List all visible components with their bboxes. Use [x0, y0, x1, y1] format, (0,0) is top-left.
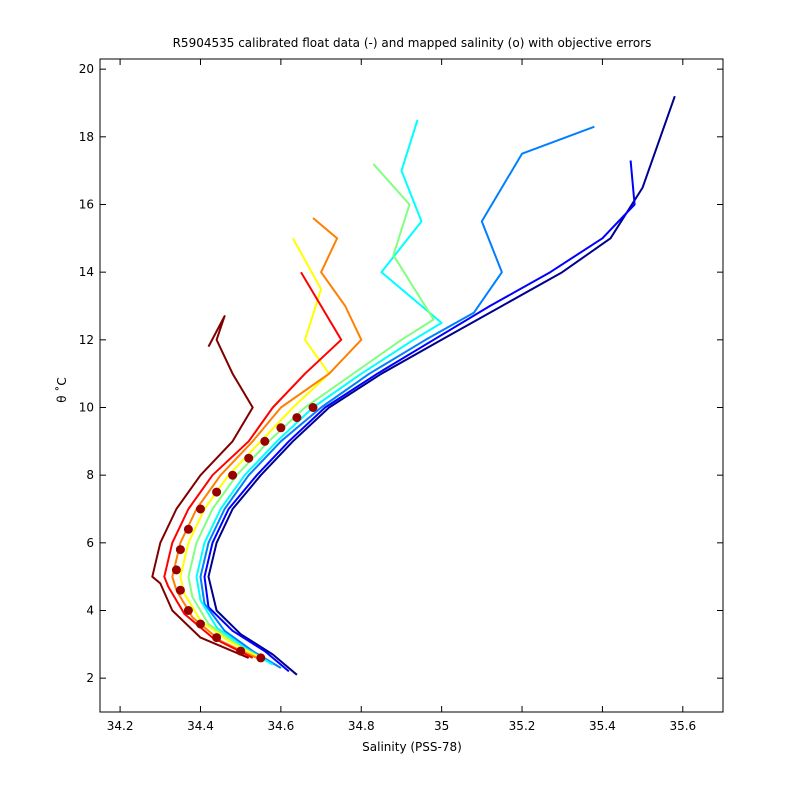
- x-tick-label: 35.6: [669, 719, 696, 733]
- series-line-9: [151, 315, 254, 659]
- y-tick-label: 8: [86, 468, 94, 482]
- mapped-points-layer: [171, 403, 318, 663]
- series-line-8: [163, 271, 343, 659]
- series-line-1: [207, 95, 676, 676]
- y-tick-label: 20: [79, 62, 94, 76]
- series-line-7: [171, 217, 363, 659]
- mapped-point: [175, 545, 185, 555]
- mapped-point: [244, 453, 254, 463]
- y-tick-label: 6: [86, 536, 94, 550]
- mapped-point: [196, 504, 205, 514]
- x-tick-label: 34.2: [107, 719, 134, 733]
- mapped-point: [196, 619, 205, 629]
- mapped-point: [183, 524, 193, 534]
- y-axis: 2 4 6 8 10 12 14 16 18 20: [79, 62, 723, 685]
- series-line-4: [195, 119, 443, 666]
- y-tick-label: 4: [86, 603, 94, 617]
- mapped-point: [175, 585, 185, 595]
- y-tick-label: 10: [79, 400, 94, 414]
- mapped-point: [228, 470, 238, 480]
- chart-title: R5904535 calibrated float data (-) and m…: [173, 36, 652, 50]
- mapped-point: [212, 487, 222, 497]
- x-axis-label: Salinity (PSS-78): [362, 740, 462, 754]
- y-axis-label: θ ˚C: [54, 377, 69, 403]
- mapped-point: [236, 646, 246, 656]
- plot-frame: [99, 58, 724, 713]
- x-tick-label: 34.8: [348, 719, 375, 733]
- y-tick-label: 18: [79, 130, 94, 144]
- x-tick-label: 34.6: [268, 719, 295, 733]
- mapped-point: [171, 565, 181, 575]
- mapped-point: [308, 403, 318, 412]
- x-tick-label: 35: [434, 719, 449, 733]
- x-tick-label: 35.2: [509, 719, 536, 733]
- series-line-2: [203, 160, 636, 673]
- y-tick-label: 14: [79, 265, 94, 279]
- mapped-point: [276, 423, 286, 433]
- x-tick-label: 35.4: [589, 719, 616, 733]
- mapped-point: [256, 653, 266, 663]
- y-tick-label: 12: [79, 333, 94, 347]
- mapped-point: [183, 606, 193, 615]
- mapped-point: [292, 413, 302, 423]
- mapped-point: [212, 633, 222, 643]
- series-line-3: [199, 125, 595, 669]
- y-tick-label: 16: [79, 197, 94, 211]
- x-tick-label: 34.4: [187, 719, 214, 733]
- y-tick-label: 2: [86, 671, 94, 685]
- mapped-point: [260, 436, 270, 446]
- x-axis: 34.2 34.4 34.6 34.8 35 35.2 35.4 35.6: [107, 59, 696, 733]
